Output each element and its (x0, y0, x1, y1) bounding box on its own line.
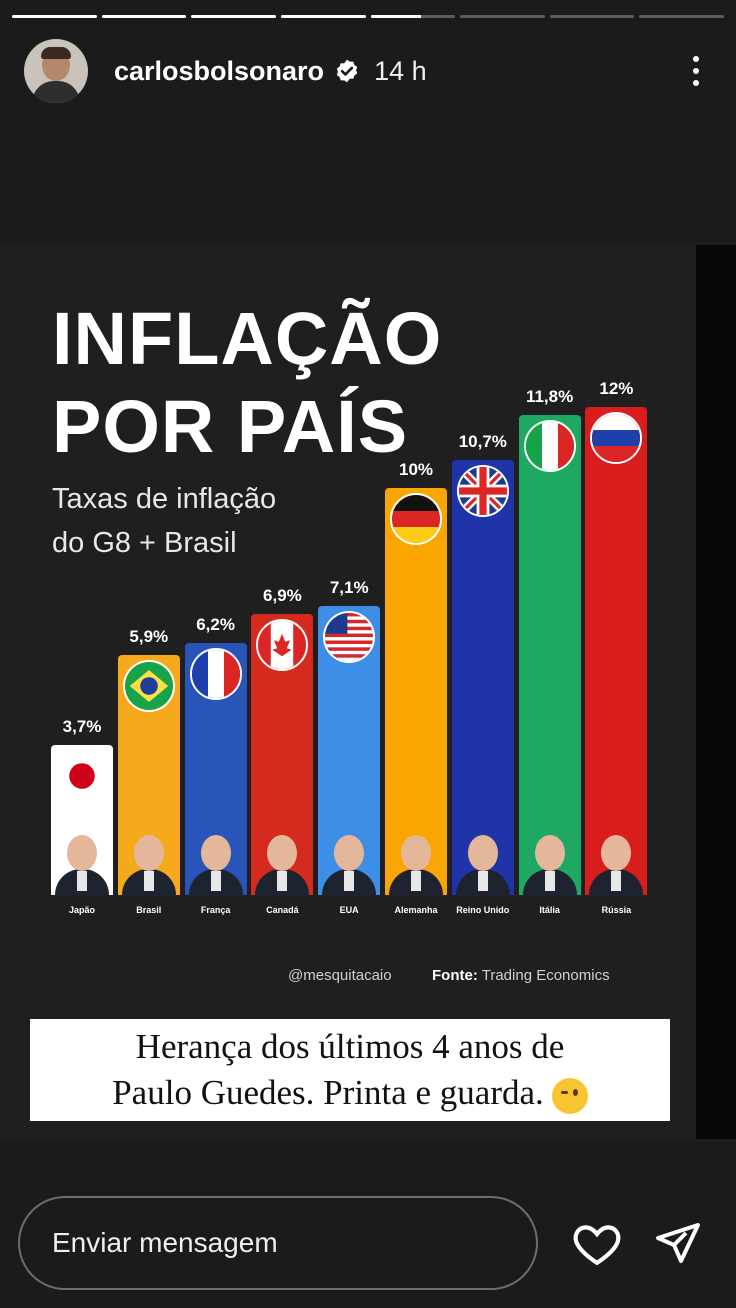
avatar[interactable] (24, 39, 88, 103)
leader-portrait (585, 833, 647, 897)
italy-flag-icon (523, 420, 576, 473)
uk-flag-icon (456, 464, 509, 517)
bar-value-label: 6,2% (196, 614, 235, 634)
progress-segment (12, 15, 97, 18)
progress-segment (280, 15, 366, 18)
progress-segment (101, 15, 187, 18)
caption-line-2-wrap: Paulo Guedes. Printa e guarda. (112, 1070, 588, 1116)
leader-portrait (452, 833, 514, 897)
bar-category-label: Reino Unido (456, 905, 510, 915)
progress-segment (639, 15, 724, 18)
caption-line-2: Paulo Guedes. Printa e guarda. (112, 1073, 544, 1112)
bar-category-label: Brasil (136, 905, 162, 915)
leader-portrait (318, 833, 380, 897)
caption-box: Herança dos últimos 4 anos de Paulo Gued… (30, 1019, 670, 1121)
leader-portrait (519, 833, 581, 897)
germany-flag-icon (390, 493, 442, 546)
progress-segment (460, 15, 545, 18)
leader-portrait (385, 833, 447, 897)
story-image: INFLAÇÃO POR PAÍS Taxas de inflação do G… (0, 245, 696, 1139)
subtitle-line-2: do G8 + Brasil (52, 527, 237, 559)
bar-category-label: Canadá (266, 905, 299, 915)
canada-flag-icon (256, 619, 309, 672)
bar-value-label: 5,9% (129, 627, 169, 647)
bar-italy (518, 415, 581, 895)
bar-value-label: 7,1% (329, 578, 369, 598)
bar-category-label: Rússia (601, 905, 632, 915)
progress-segment (370, 15, 456, 18)
progress-segment (191, 15, 276, 18)
title-line-1: INFLAÇÃO (52, 297, 443, 380)
bar-germany (385, 488, 447, 895)
send-icon[interactable] (654, 1219, 702, 1267)
author-handle: @mesquitacaio (288, 967, 392, 984)
inflation-bar-chart: 3,7% Japão 5,9% Brasil 6,2% França 6,9% Canadá 7… (0, 245, 696, 1139)
source-value: Trading Economics (481, 967, 610, 984)
bar-value-label: 11,8% (525, 387, 574, 407)
france-flag-icon (189, 647, 242, 700)
bar-category-label: EUA (339, 905, 359, 915)
bar-category-label: Japão (68, 905, 95, 915)
story-edge (696, 245, 736, 1139)
leader-portrait (185, 833, 247, 897)
caption-line-1: Herança dos últimos 4 anos de (135, 1027, 565, 1066)
bar-value-label: 10% (398, 460, 434, 480)
bar-russia (585, 407, 648, 895)
progress-segment (549, 15, 635, 18)
usa-flag-icon (323, 611, 376, 664)
russia-flag-icon (590, 412, 643, 464)
bar-value-label: 12% (599, 379, 634, 398)
japan-flag-icon (56, 749, 108, 802)
leader-portrait (251, 833, 313, 897)
subtitle-line-1: Taxas de inflação (52, 483, 277, 515)
leader-portrait (118, 833, 180, 897)
bar-category-label: França (200, 905, 231, 915)
post-time: 14 h (374, 55, 427, 86)
infographic-title: INFLAÇÃO POR PAÍS (52, 295, 442, 471)
leader-portrait (51, 833, 113, 897)
message-placeholder: Enviar mensagem (52, 1227, 278, 1258)
bar-value-label: 3,7% (62, 716, 102, 736)
brazil-flag-icon (122, 660, 175, 713)
bar-category-label: Itália (539, 905, 560, 915)
bar-value-label: 6,9% (263, 586, 302, 606)
story-progress (12, 15, 724, 18)
source-label: Fonte: (432, 967, 478, 984)
bar-uk (451, 459, 514, 895)
username[interactable]: carlosbolsonaro (114, 55, 325, 86)
source-credit: Fonte: Trading Economics (432, 967, 610, 984)
more-options-icon[interactable] (682, 56, 712, 86)
verified-badge-icon (336, 59, 358, 83)
winking-face-icon (551, 1077, 588, 1114)
infographic-subtitle: Taxas de inflação do G8 + Brasil (52, 477, 276, 565)
title-line-2: POR PAÍS (52, 385, 409, 468)
message-input[interactable]: Enviar mensagem (18, 1196, 538, 1290)
bar-value-label: 10,7% (458, 431, 507, 451)
story-header: carlosbolsonaro 14 h (24, 38, 712, 104)
heart-icon[interactable] (572, 1220, 622, 1266)
bar-category-label: Alemanha (394, 905, 438, 915)
